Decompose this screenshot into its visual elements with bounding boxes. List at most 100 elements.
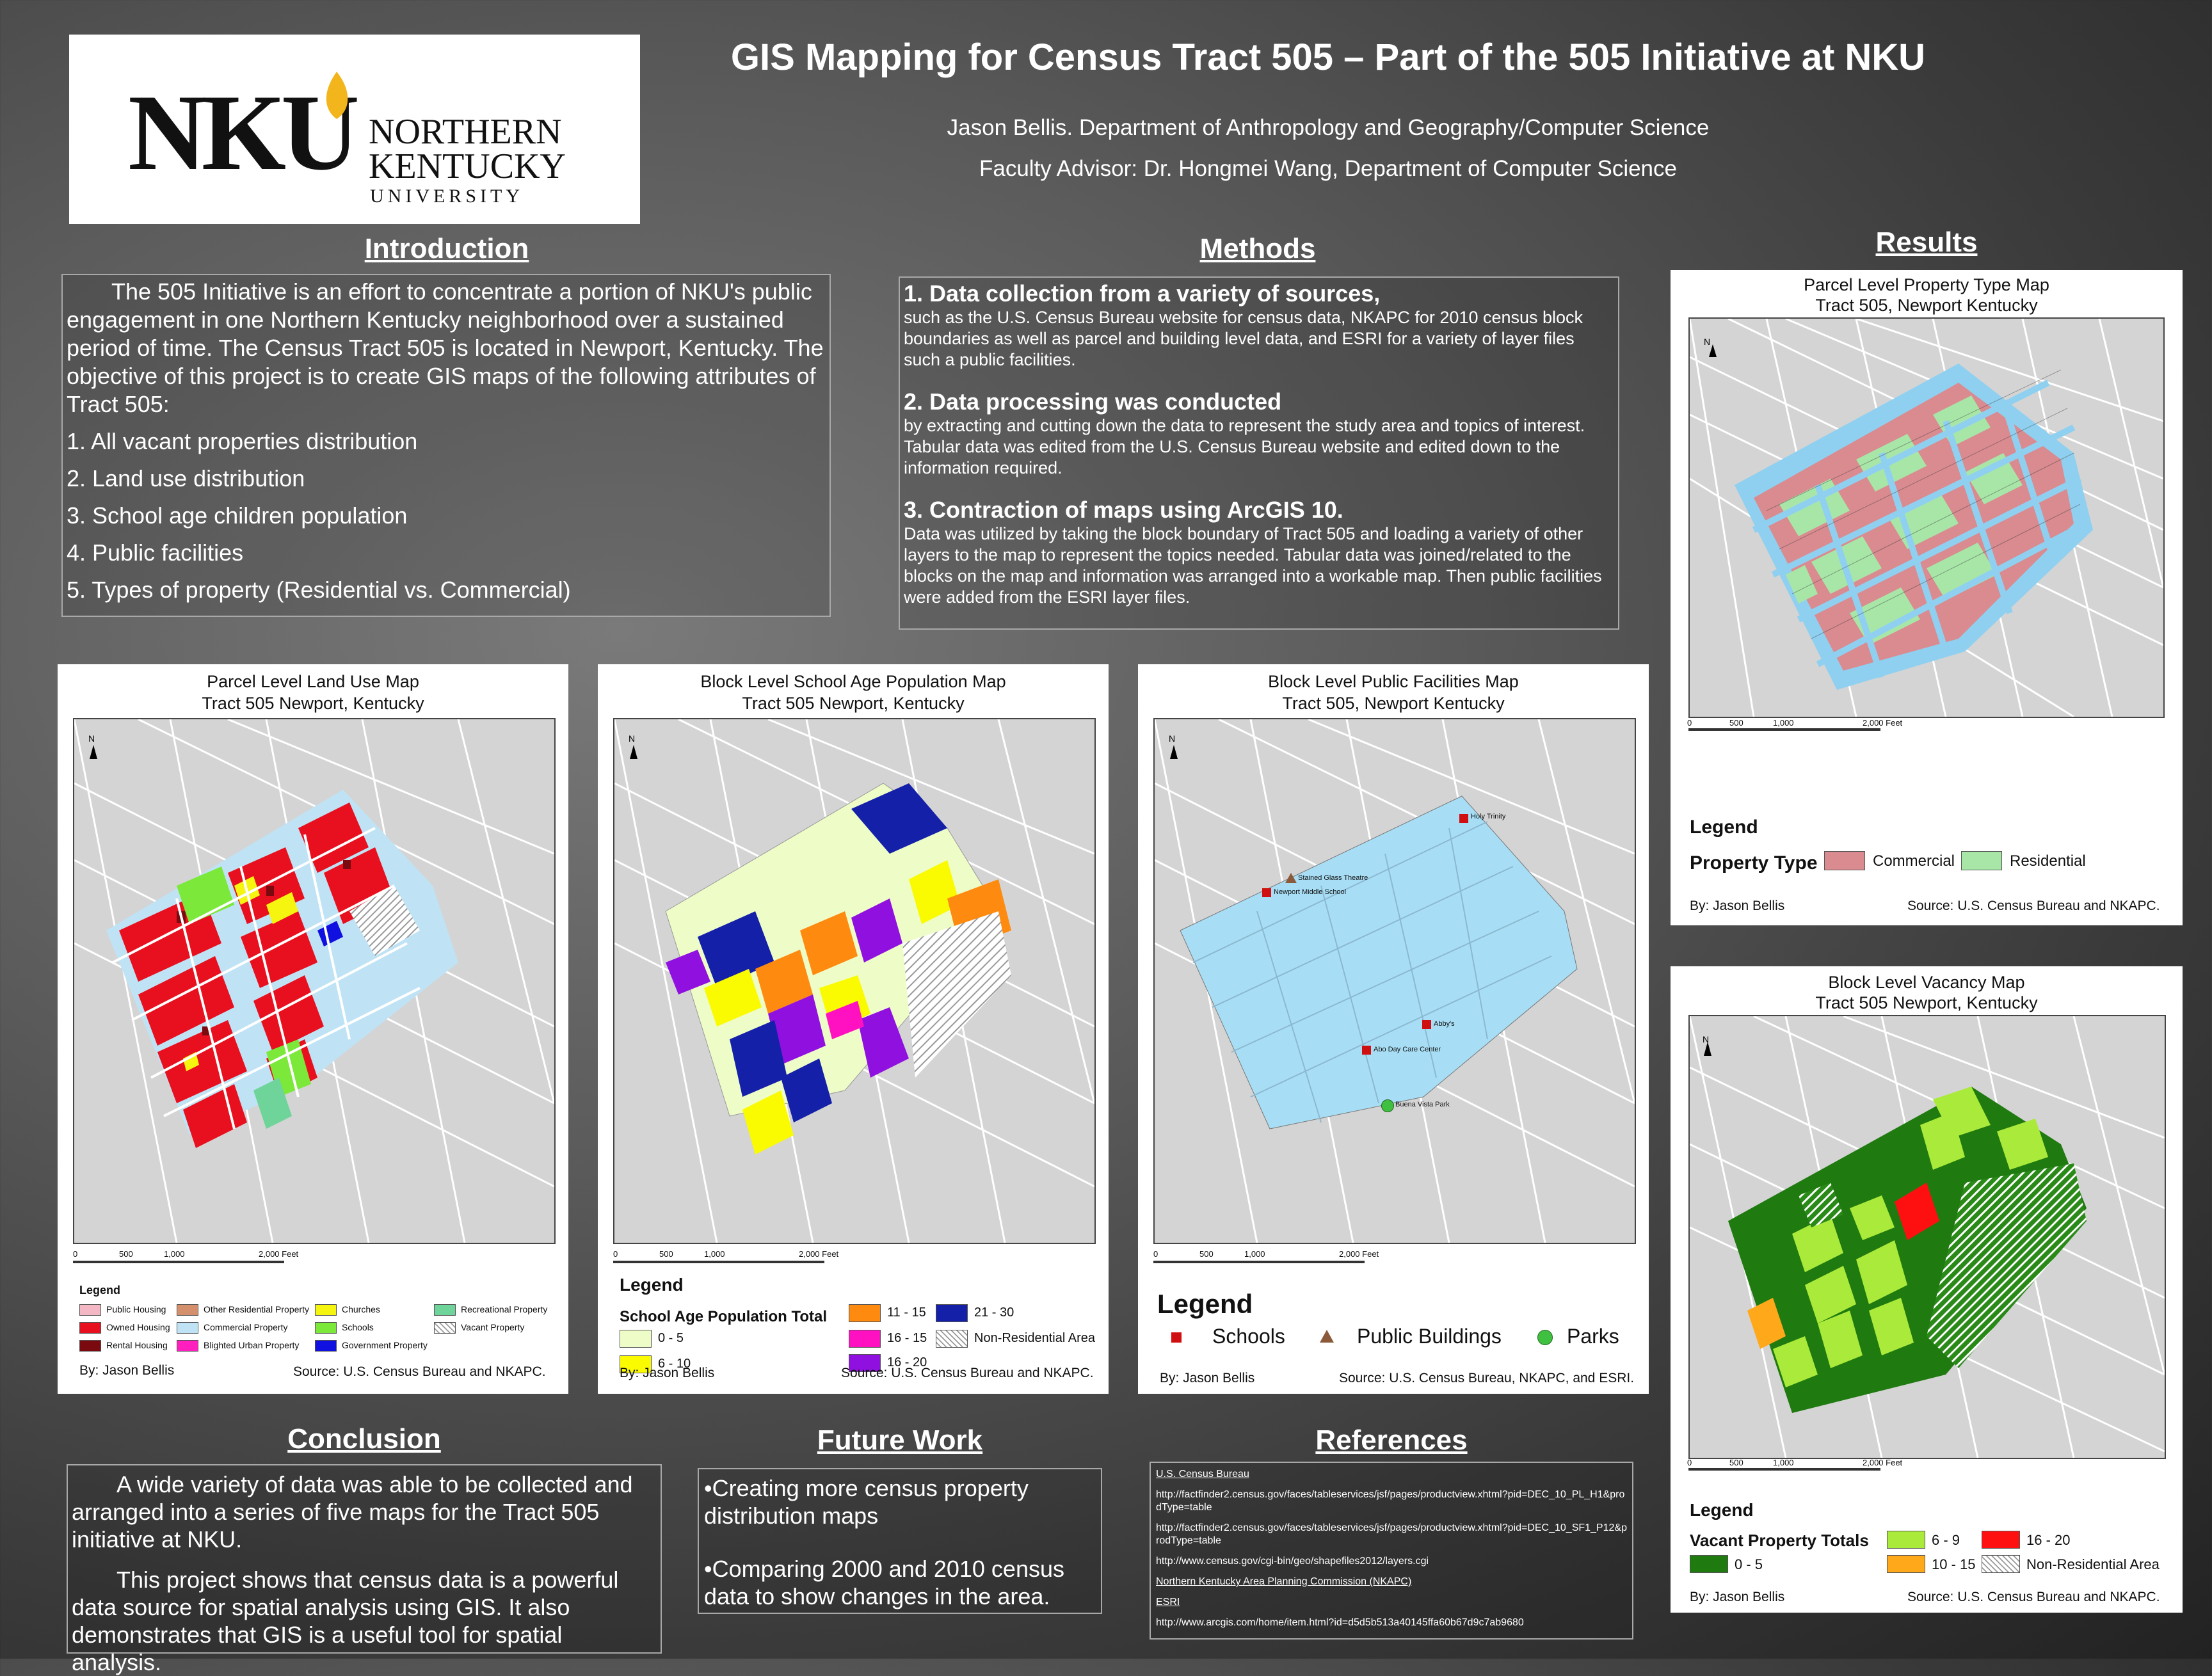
nku-logo-mark: NKU NORTHERN KENTUCKY UNIVERSITY [128,72,566,207]
north-arrow-icon [90,745,97,759]
scale-bar [1153,1261,1365,1263]
legend-swatch [1690,1555,1728,1573]
scale-tick: 1,000 [704,1249,725,1259]
school-icon [1362,1046,1371,1055]
scale-tick: 500 [659,1249,673,1259]
reference-link[interactable]: http://factfinder2.census.gov/faces/tabl… [1156,1522,1627,1546]
legend-swatch [79,1304,101,1316]
vacancy-map-card: Block Level Vacancy Map Tract 505 Newpor… [1671,966,2183,1613]
map-point-label: Stained Glass Theatre [1298,874,1368,882]
school-icon [1262,888,1271,897]
legend-swatch [1982,1531,2020,1549]
reference-link[interactable]: http://www.arcgis.com/home/item.html?id=… [1156,1617,1524,1628]
legend-label: Owned Housing [106,1322,170,1332]
north-label: N [1169,733,1176,744]
map-subtitle: Tract 505, Newport Kentucky [1282,694,1505,713]
legend-swatch-residential [1961,851,2002,870]
future-work-item: •Comparing 2000 and 2010 census data to … [704,1556,1064,1609]
reference-link[interactable]: http://www.census.gov/cgi-bin/geo/shapef… [1156,1556,1429,1567]
legend-label: 0 - 5 [658,1331,684,1345]
public-building-icon [1285,873,1297,883]
future-work-item: •Creating more census property distribut… [704,1475,1029,1529]
legend-type-label: Property Type [1690,852,1818,874]
map-title: Block Level Public Facilities Map [1268,672,1519,691]
introduction-box: The 505 Initiative is an effort to conce… [61,274,831,617]
map-source: Source: U.S. Census Bureau and NKAPC. [1907,1590,2160,1604]
legend-label: Other Residential Property [204,1304,309,1314]
reference-link[interactable]: http://factfinder2.census.gov/faces/tabl… [1156,1489,1625,1513]
legend-label: Churches [342,1304,380,1314]
legend-label: 21 - 30 [974,1305,1014,1320]
north-arrow-icon [1704,1042,1711,1056]
legend-label: Public Housing [106,1304,166,1314]
north-arrow-icon [630,745,637,759]
legend-heading: Legend [1690,817,1758,838]
legend-label: Non-Residential Area [2026,1556,2160,1572]
legend-type-label: Vacant Property Totals [1690,1531,1869,1550]
legend-label: 16 - 20 [2026,1532,2071,1548]
legend-swatch [315,1304,337,1316]
vacancy-map-frame [1688,1015,2166,1459]
map-title: Block Level Vacancy Map [1828,973,2025,992]
nku-logo: NKU NORTHERN KENTUCKY UNIVERSITY [69,35,640,224]
map-subtitle: Tract 505 Newport, Kentucky [202,694,424,713]
vacancy-map-graphic [1690,1016,2165,1458]
legend-swatch [620,1355,652,1373]
legend-label: Non-Residential Area [974,1331,1095,1345]
legend-label: Parks [1567,1325,1619,1348]
reference-link[interactable]: Northern Kentucky Area Planning Commissi… [1156,1576,1412,1587]
scale-tick: 0 [1153,1249,1158,1259]
methods-heading: Methods [1199,233,1316,264]
method-step-title: 1. Data collection from a variety of sou… [904,280,1381,307]
reference-link[interactable]: U.S. Census Bureau [1156,1469,1249,1480]
map-title: Parcel Level Land Use Map [207,672,419,691]
legend-label: Public Buildings [1357,1325,1502,1348]
intro-item: 5. Types of property (Residential vs. Co… [67,577,571,603]
map-title: Parcel Level Property Type Map [1804,275,2049,294]
legend-swatch [1887,1555,1925,1573]
legend-label: 0 - 5 [1735,1556,1763,1572]
land-use-map-frame [73,718,556,1244]
property-type-map-card: Parcel Level Property Type Map Tract 505… [1671,270,2183,925]
legend-swatch [620,1330,652,1348]
map-source: Source: U.S. Census Bureau, NKAPC, and E… [1339,1371,1635,1385]
map-point-label: Abo Day Care Center [1374,1046,1441,1053]
future-work-box: •Creating more census property distribut… [698,1468,1102,1614]
legend-swatch [434,1304,456,1316]
method-step-title: 3. Contraction of maps using ArcGIS 10. [904,497,1343,523]
scale-tick: 1,000 [1773,1458,1794,1467]
scale-tick: 2,000 Feet [799,1249,839,1259]
logo-line2: KENTUCKY [369,147,566,186]
map-source: Source: U.S. Census Bureau and NKAPC. [1907,898,2160,913]
school-icon [1171,1332,1182,1343]
north-arrow-icon [1170,745,1178,759]
future-work-heading: Future Work [817,1425,983,1456]
intro-item: 1. All vacant properties distribution [67,428,418,454]
legend-swatch [936,1304,968,1322]
north-label: N [1704,337,1711,347]
conclusion-paragraph: A wide variety of data was able to be co… [72,1471,633,1552]
legend-swatch [434,1322,456,1334]
logo-line3: UNIVERSITY [370,186,524,207]
conclusion-heading: Conclusion [287,1423,441,1455]
map-point-label: Holy Trinity [1471,813,1506,820]
legend-label: 6 - 9 [1932,1532,1960,1548]
intro-item: 3. School age children population [67,502,408,529]
legend-swatch [177,1322,198,1334]
scale-tick: 2,000 Feet [1863,718,1903,728]
reference-link[interactable]: ESRI [1156,1597,1180,1608]
school-map-graphic [614,719,1094,1243]
introduction-heading: Introduction [364,233,529,264]
school-icon [1422,1020,1431,1029]
scale-tick: 500 [1729,1458,1743,1467]
poster-title: GIS Mapping for Census Tract 505 – Part … [730,36,1926,78]
flame-icon [326,72,348,119]
scale-bar [1688,728,1880,731]
scale-bar [73,1261,284,1263]
legend-label: Recreational Property [461,1304,548,1314]
public-building-icon [1320,1330,1334,1343]
scale-tick: 500 [1729,718,1743,728]
map-author: By: Jason Bellis [620,1366,715,1380]
legend-swatch-commercial [1824,851,1865,870]
legend-swatch [1887,1531,1925,1549]
